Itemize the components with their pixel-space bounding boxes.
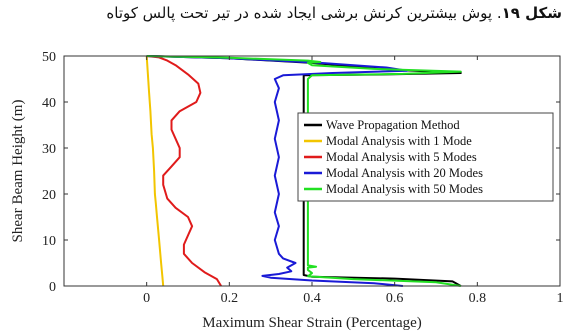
series-line-4 [146, 55, 462, 287]
y-tick-label: 0 [49, 280, 56, 295]
legend-entry-4: Modal Analysis with 50 Modes [326, 182, 483, 196]
y-tick-label: 40 [42, 96, 56, 111]
y-axis-label: Shear Beam Height (m) [10, 100, 26, 243]
series-line-2 [146, 55, 222, 287]
legend-entry-3: Modal Analysis with 20 Modes [326, 166, 483, 180]
figure-caption: شکل ۱۹. پوش بیشترین کرنش برشی ایجاد شده … [0, 4, 562, 30]
legend-entry-1: Modal Analysis with 1 Mode [326, 134, 472, 148]
legend-entry-2: Modal Analysis with 5 Modes [326, 150, 477, 164]
legend-box [297, 112, 554, 202]
x-tick-label: 0.6 [386, 291, 404, 306]
series-line-1 [145, 55, 165, 287]
legend: Wave Propagation Method Modal Analysis wi… [297, 112, 554, 202]
x-tick-label: 0.2 [221, 291, 239, 306]
figure-caption-label: شکل ۱۹ [501, 4, 562, 22]
x-tick-label: 0.4 [303, 291, 321, 306]
series-line-3 [146, 55, 409, 287]
legend-entry-0: Wave Propagation Method [326, 118, 460, 132]
y-tick-label: 30 [42, 142, 56, 157]
x-axis-label: Maximum Shear Strain (Percentage) [202, 315, 422, 331]
x-tick-label: 0.8 [469, 291, 487, 306]
figure-caption-text: . پوش بیشترین کرنش برشی ایجاد شده در تیر… [106, 4, 502, 22]
x-tick-label: 1 [557, 291, 564, 306]
y-tick-label: 10 [42, 234, 56, 249]
series-layer [145, 55, 462, 287]
x-tick-label: 0 [143, 291, 150, 306]
y-tick-label: 20 [42, 188, 56, 203]
y-tick-label: 50 [42, 50, 56, 65]
